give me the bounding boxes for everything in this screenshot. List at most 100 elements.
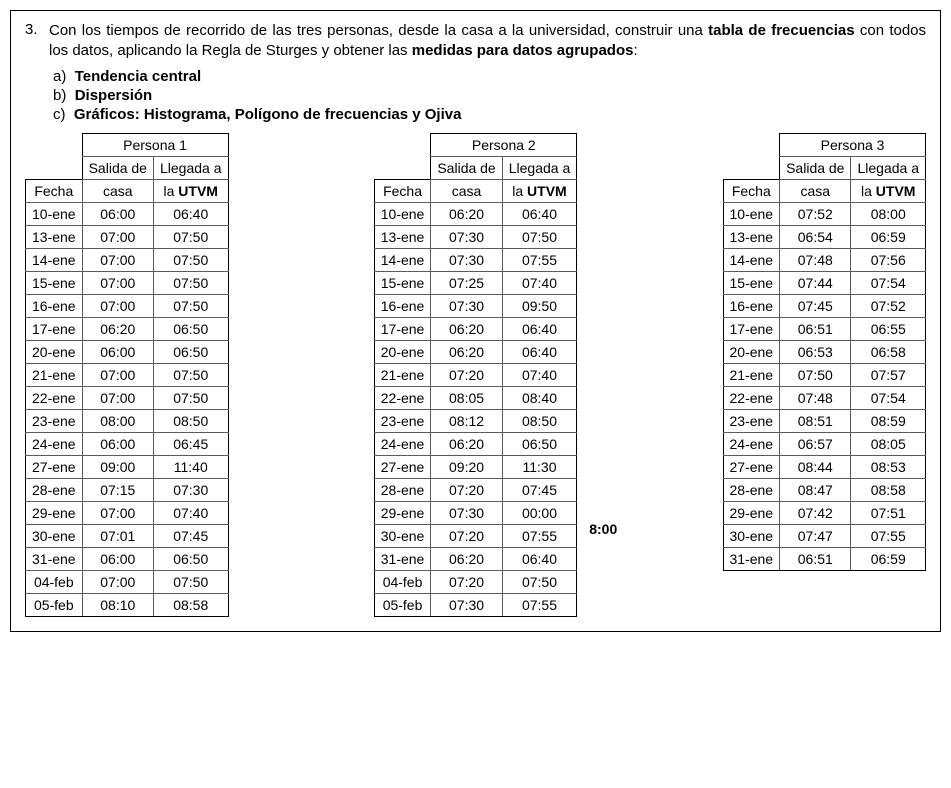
cell-salida: 08:10 <box>82 593 153 616</box>
cell-salida: 07:30 <box>431 248 502 271</box>
cell-llegada: 06:50 <box>153 317 228 340</box>
sublist-item-c: c) Gráficos: Histograma, Polígono de fre… <box>53 106 926 123</box>
cell-salida: 08:05 <box>431 386 502 409</box>
cell-llegada: 06:40 <box>502 202 577 225</box>
cell-salida: 07:00 <box>82 248 153 271</box>
question-number: 3. <box>25 21 49 38</box>
table-row: 14-ene07:3007:55 <box>374 248 577 271</box>
table-row: 21-ene07:0007:50 <box>26 363 229 386</box>
cell-salida: 07:48 <box>780 386 851 409</box>
cell-llegada: 09:50 <box>502 294 577 317</box>
cell-llegada: 06:40 <box>502 340 577 363</box>
table-row: 29-ene07:0007:40 <box>26 501 229 524</box>
table-row: 31-ene06:0006:50 <box>26 547 229 570</box>
cell-salida: 07:48 <box>780 248 851 271</box>
q-text-1: Con los tiempos de recorrido de las tres… <box>49 22 708 39</box>
cell-fecha: 24-ene <box>723 432 780 455</box>
sublist-text: Tendencia central <box>75 68 201 85</box>
cell-fecha: 30-ene <box>26 524 83 547</box>
blank-cell <box>374 133 431 156</box>
cell-llegada: 06:50 <box>502 432 577 455</box>
table-row: 17-ene06:2006:40 <box>374 317 577 340</box>
col-header-salida: Salida de <box>431 156 502 179</box>
table-row: 30-ene07:0107:45 <box>26 524 229 547</box>
person-table-wrap: Persona 2Salida deLlegada aFechacasala U… <box>374 133 578 617</box>
cell-llegada: 07:40 <box>502 271 577 294</box>
col-header-utvm: la UTVM <box>502 179 577 202</box>
cell-salida: 07:00 <box>82 225 153 248</box>
cell-salida: 07:30 <box>431 225 502 248</box>
cell-fecha: 24-ene <box>374 432 431 455</box>
cell-llegada: 11:40 <box>153 455 228 478</box>
cell-llegada: 07:52 <box>851 294 926 317</box>
cell-salida: 07:47 <box>780 524 851 547</box>
table-row: 10-ene07:5208:00 <box>723 202 926 225</box>
cell-llegada: 07:55 <box>502 593 577 616</box>
cell-fecha: 14-ene <box>374 248 431 271</box>
blank-cell <box>374 156 431 179</box>
col-header-casa: casa <box>780 179 851 202</box>
cell-fecha: 28-ene <box>723 478 780 501</box>
cell-llegada: 08:50 <box>153 409 228 432</box>
cell-salida: 06:00 <box>82 202 153 225</box>
cell-llegada: 07:54 <box>851 271 926 294</box>
cell-fecha: 13-ene <box>723 225 780 248</box>
cell-fecha: 17-ene <box>26 317 83 340</box>
question-block: 3. Con los tiempos de recorrido de las t… <box>25 21 926 62</box>
cell-llegada: 11:30 <box>502 455 577 478</box>
cell-salida: 06:54 <box>780 225 851 248</box>
cell-fecha: 10-ene <box>723 202 780 225</box>
cell-fecha: 17-ene <box>723 317 780 340</box>
table-row: 31-ene06:5106:59 <box>723 547 926 570</box>
cell-llegada: 07:50 <box>153 363 228 386</box>
cell-llegada: 07:45 <box>502 478 577 501</box>
cell-llegada: 07:50 <box>153 248 228 271</box>
col-header-fecha: Fecha <box>26 179 83 202</box>
col-header-salida: Salida de <box>82 156 153 179</box>
person-table: Persona 2Salida deLlegada aFechacasala U… <box>374 133 578 617</box>
cell-llegada: 07:45 <box>153 524 228 547</box>
cell-fecha: 20-ene <box>723 340 780 363</box>
cell-fecha: 13-ene <box>26 225 83 248</box>
cell-fecha: 15-ene <box>26 271 83 294</box>
sublist-letter: b) <box>53 87 66 104</box>
cell-llegada: 06:55 <box>851 317 926 340</box>
cell-salida: 06:20 <box>431 202 502 225</box>
col-header-fecha: Fecha <box>723 179 780 202</box>
table-row: 29-ene07:4207:51 <box>723 501 926 524</box>
table-row: 14-ene07:0007:50 <box>26 248 229 271</box>
table-row: 15-ene07:0007:50 <box>26 271 229 294</box>
table-row: 28-ene07:2007:45 <box>374 478 577 501</box>
cell-salida: 07:00 <box>82 271 153 294</box>
sublist: a) Tendencia central b) Dispersión c) Gr… <box>53 68 926 123</box>
sublist-text: Dispersión <box>75 87 153 104</box>
cell-llegada: 07:50 <box>153 386 228 409</box>
table-row: 29-ene07:3000:00 <box>374 501 577 524</box>
cell-fecha: 16-ene <box>374 294 431 317</box>
table-row: 15-ene07:2507:40 <box>374 271 577 294</box>
cell-fecha: 28-ene <box>26 478 83 501</box>
cell-salida: 07:20 <box>431 478 502 501</box>
q-bold-2: medidas para datos agrupados <box>412 42 634 59</box>
table-row: 27-ene08:4408:53 <box>723 455 926 478</box>
cell-fecha: 29-ene <box>723 501 780 524</box>
cell-llegada: 07:56 <box>851 248 926 271</box>
cell-fecha: 27-ene <box>26 455 83 478</box>
cell-llegada: 07:50 <box>153 225 228 248</box>
person-title: Persona 1 <box>82 133 228 156</box>
cell-fecha: 28-ene <box>374 478 431 501</box>
cell-fecha: 10-ene <box>26 202 83 225</box>
cell-salida: 06:20 <box>82 317 153 340</box>
person-title: Persona 2 <box>431 133 577 156</box>
cell-llegada: 06:40 <box>502 317 577 340</box>
table-row: 20-ene06:0006:50 <box>26 340 229 363</box>
cell-llegada: 08:50 <box>502 409 577 432</box>
cell-salida: 07:00 <box>82 386 153 409</box>
cell-fecha: 24-ene <box>26 432 83 455</box>
cell-fecha: 23-ene <box>723 409 780 432</box>
cell-fecha: 31-ene <box>26 547 83 570</box>
cell-fecha: 05-feb <box>374 593 431 616</box>
cell-llegada: 07:50 <box>153 271 228 294</box>
cell-salida: 07:42 <box>780 501 851 524</box>
sublist-letter: c) <box>53 106 66 123</box>
